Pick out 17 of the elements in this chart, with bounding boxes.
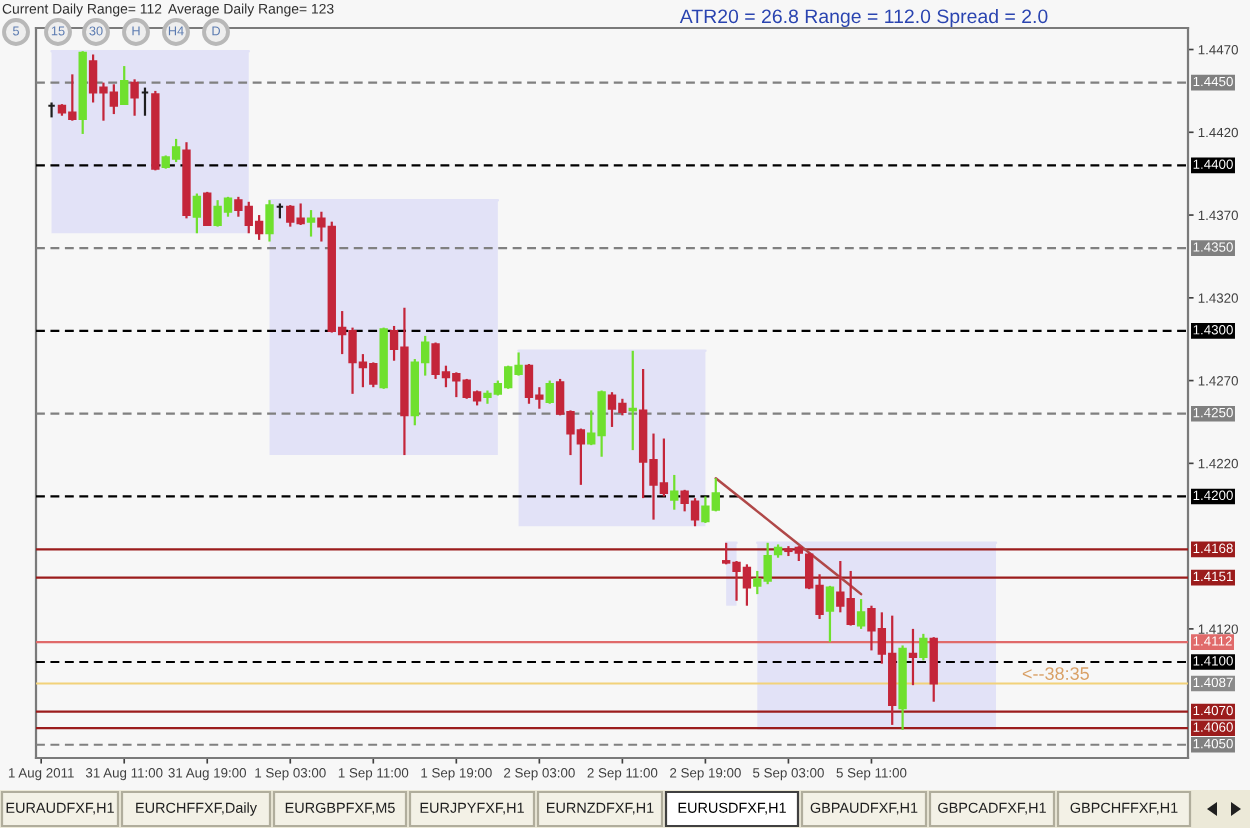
candlestick — [825, 584, 835, 644]
candlestick — [856, 597, 866, 630]
candlestick — [306, 208, 316, 238]
text: ATR20 = 26.8 Range = 112.0 Spread = 2.0 — [679, 8, 1048, 28]
candlestick — [130, 78, 139, 117]
candlestick — [929, 636, 938, 703]
candlestick — [919, 632, 928, 662]
candlestick — [670, 473, 679, 511]
annotation: <--38:35 — [1022, 667, 1089, 680]
line-series — [714, 477, 863, 596]
candlestick — [628, 349, 637, 452]
candlestick — [120, 64, 129, 106]
candlestick — [545, 379, 554, 405]
candlestick — [265, 199, 274, 243]
candlestick — [203, 190, 212, 227]
candlestick — [908, 627, 918, 687]
candlestick — [192, 192, 202, 235]
